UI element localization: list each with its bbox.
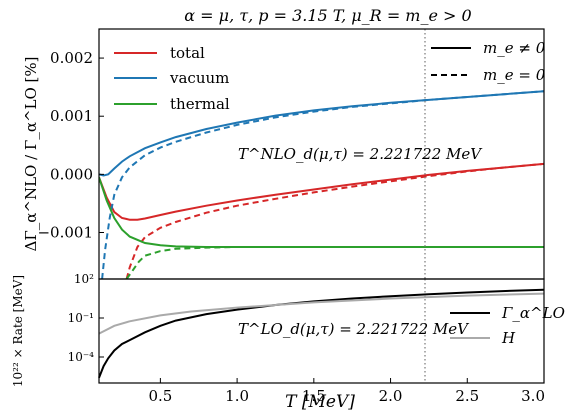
series-total-solid-line [99, 162, 544, 221]
legend-label-thermal: thermal [170, 95, 230, 113]
bottom-y-tick-label: 10² [74, 272, 94, 286]
top-legend-series: total vacuum thermal [114, 44, 230, 113]
top-y-tick-label: 0.001 [50, 107, 93, 125]
bottom-annotation: T^LO_d(μ,τ) = 2.221722 MeV [238, 320, 470, 338]
top-y-tick-label: 0.002 [50, 49, 93, 67]
top-panel: −0.001 0.000 0.001 0.002 total vacuum therm… [22, 28, 546, 280]
top-y-tick-label: −0.001 [37, 223, 93, 241]
legend-label-me-zero: m_e = 0 [483, 66, 546, 84]
bottom-legend: Γ_α^LO H [450, 304, 565, 347]
series-total-dashed-line [125, 162, 544, 279]
series-vacuum-solid-line [99, 90, 544, 177]
legend-label-vacuum: vacuum [169, 69, 229, 87]
top-y-tick-label: 0.000 [50, 165, 93, 183]
series-hubble-line [98, 292, 545, 335]
bottom-y-axis-label: 10²² × Rate [MeV] [11, 275, 25, 387]
series-gamma-lo-line [98, 288, 545, 379]
top-legend-mass: m_e ≠ 0 m_e = 0 [431, 39, 546, 84]
bottom-y-tick-label: 10⁻⁴ [68, 350, 95, 364]
legend-label-me-nonzero: m_e ≠ 0 [483, 39, 546, 57]
x-tick-label: 1.5 [302, 387, 326, 405]
bottom-series-group [98, 288, 545, 379]
bottom-plot-frame [98, 278, 545, 384]
x-tick-label: 2.0 [379, 387, 403, 405]
x-tick-label: 1.0 [225, 387, 249, 405]
top-y-axis-label: ΔΓ_α^NLO / Γ_α^LO [%] [22, 57, 40, 252]
x-tick-label: 0.5 [148, 387, 172, 405]
bottom-y-ticks: 10² 10⁻¹ 10⁻⁴ [68, 272, 104, 364]
x-axis-label: T [MeV] [285, 392, 355, 412]
top-y-ticks: −0.001 0.000 0.001 0.002 [37, 49, 104, 241]
chart-title: α = μ, τ, p = 3.15 T, μ_R = m_e > 0 [184, 6, 471, 25]
series-thermal-dashed-line [125, 246, 544, 279]
bottom-y-tick-label: 10⁻¹ [68, 311, 94, 325]
top-annotation: T^NLO_d(μ,τ) = 2.221722 MeV [238, 145, 483, 163]
x-tick-label: 3.0 [521, 387, 545, 405]
x-tick-label: 2.5 [455, 387, 479, 405]
series-vacuum-dashed-line [101, 90, 544, 279]
legend-label-hubble: H [501, 329, 516, 347]
x-axis-ticks: 0.5 1.0 1.5 2.0 2.5 3.0 [148, 378, 545, 405]
legend-label-total: total [170, 44, 205, 62]
top-series-group [99, 90, 544, 279]
legend-label-gamma-lo: Γ_α^LO [501, 304, 565, 322]
